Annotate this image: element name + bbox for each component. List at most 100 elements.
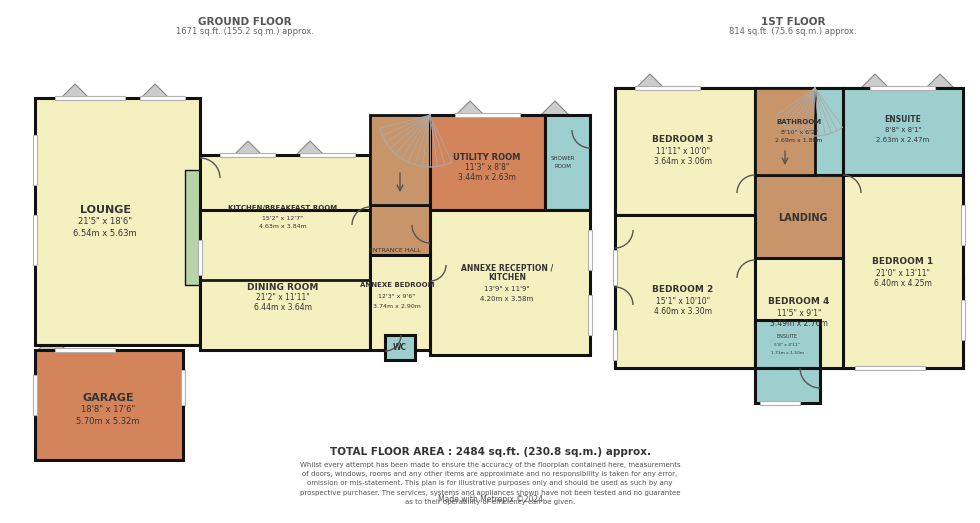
Bar [613,330,617,360]
Text: 3.44m x 2.63m: 3.44m x 2.63m [458,174,515,183]
Bar [843,175,963,368]
Bar [200,155,370,280]
Bar [220,153,275,157]
Text: 2.69m x 1.88m: 2.69m x 1.88m [775,139,823,143]
Text: KITCHEN: KITCHEN [488,274,526,282]
Text: 15'1" x 10'10": 15'1" x 10'10" [656,297,710,305]
Text: ENSUITE: ENSUITE [885,116,921,124]
Bar [33,215,37,265]
Text: GARAGE: GARAGE [82,393,134,403]
Bar [55,96,125,100]
Bar [588,295,592,335]
Bar [755,258,843,368]
Text: ENTRANCE HALL: ENTRANCE HALL [369,247,420,253]
Bar [870,86,935,90]
Text: 6.54m x 5.63m: 6.54m x 5.63m [74,229,137,237]
Bar [370,205,430,350]
Bar [545,115,590,210]
Text: BATHROOM: BATHROOM [776,119,821,125]
Text: LANDING: LANDING [778,213,828,223]
Text: 12'3" x 9'6": 12'3" x 9'6" [378,293,416,299]
Bar [370,115,430,205]
Bar [200,210,370,350]
Bar [755,88,843,175]
Text: Whilst every attempt has been made to ensure the accuracy of the floorplan conta: Whilst every attempt has been made to en… [300,462,680,505]
Bar [430,210,590,355]
Text: 3.74m x 2.90m: 3.74m x 2.90m [373,303,421,309]
Text: BEDROOM 2: BEDROOM 2 [653,286,713,294]
Text: GROUND FLOOR: GROUND FLOOR [198,17,292,27]
Bar [961,205,965,245]
Polygon shape [296,141,324,155]
Bar [55,348,115,352]
Bar [33,135,37,185]
Text: 11'5" x 9'1": 11'5" x 9'1" [777,309,821,317]
Text: 4.20m x 3.58m: 4.20m x 3.58m [480,296,534,302]
Bar [961,300,965,340]
Polygon shape [861,74,889,88]
Bar [588,230,592,270]
Polygon shape [38,336,66,350]
Text: SHOWER: SHOWER [551,155,575,161]
Bar [615,215,755,368]
Text: BEDROOM 4: BEDROOM 4 [768,298,830,306]
Bar [755,368,820,403]
Text: ANNEXE BEDROOM: ANNEXE BEDROOM [360,282,434,288]
Text: 3.49m x 2.76m: 3.49m x 2.76m [770,319,828,327]
Bar [635,86,700,90]
Bar [385,335,415,360]
Text: 4.63m x 3.84m: 4.63m x 3.84m [259,224,307,230]
Polygon shape [926,74,954,88]
Bar [35,350,183,460]
Bar [755,175,855,258]
Bar [760,401,800,405]
Text: 8'10" x 6'2": 8'10" x 6'2" [780,130,817,134]
Polygon shape [636,74,664,88]
Bar [35,98,200,345]
Bar [755,320,820,368]
Polygon shape [61,84,89,98]
Text: KITCHEN/BREAKFAST ROOM: KITCHEN/BREAKFAST ROOM [228,205,337,211]
Text: Made with Metropix ©2024: Made with Metropix ©2024 [437,495,543,505]
Polygon shape [541,101,569,115]
Text: 5'8" x 4'11": 5'8" x 4'11" [774,343,800,347]
Polygon shape [456,101,484,115]
Text: 21'5" x 18'6": 21'5" x 18'6" [78,218,132,226]
Bar [33,375,37,415]
Bar [455,113,520,117]
Text: 11'11" x 10'0": 11'11" x 10'0" [656,146,710,155]
Bar [615,278,963,368]
Text: BEDROOM 3: BEDROOM 3 [653,135,713,144]
Bar [613,250,617,285]
Text: ENSUITE: ENSUITE [776,335,798,339]
Bar [430,115,545,210]
Text: TOTAL FLOOR AREA : 2484 sq.ft. (230.8 sq.m.) approx.: TOTAL FLOOR AREA : 2484 sq.ft. (230.8 sq… [329,447,651,457]
Bar [755,88,815,175]
Text: DINING ROOM: DINING ROOM [247,282,318,291]
Text: WC: WC [393,343,407,351]
Bar [370,255,430,350]
Text: 11'3" x 8'8": 11'3" x 8'8" [465,164,510,173]
Text: 13'9" x 11'9": 13'9" x 11'9" [484,286,530,292]
Text: 6.44m x 3.64m: 6.44m x 3.64m [254,303,312,313]
Text: 814 sq.ft. (75.6 sq.m.) approx.: 814 sq.ft. (75.6 sq.m.) approx. [729,28,857,37]
Text: UTILITY ROOM: UTILITY ROOM [454,153,520,163]
Bar [615,88,755,215]
Text: 21'0" x 13'11": 21'0" x 13'11" [876,268,930,278]
Polygon shape [141,84,169,98]
Bar [855,366,925,370]
Polygon shape [234,141,262,155]
Text: 1ST FLOOR: 1ST FLOOR [760,17,825,27]
Text: 1.73m x 1.50m: 1.73m x 1.50m [770,351,804,355]
Text: LOUNGE: LOUNGE [79,205,130,215]
Text: 1671 sq.ft. (155.2 sq.m.) approx.: 1671 sq.ft. (155.2 sq.m.) approx. [176,28,314,37]
Text: 4.60m x 3.30m: 4.60m x 3.30m [654,306,712,315]
Text: 21'2" x 11'11": 21'2" x 11'11" [256,293,310,302]
Text: ROOM: ROOM [555,165,571,169]
Bar [185,170,200,285]
Text: 3.64m x 3.06m: 3.64m x 3.06m [654,156,712,165]
Text: 15'2" x 12'7": 15'2" x 12'7" [263,215,304,221]
Bar [181,370,185,405]
Bar [843,88,963,175]
Bar [615,88,963,278]
